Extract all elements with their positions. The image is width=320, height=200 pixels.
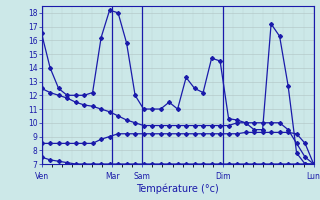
- X-axis label: Température (°c): Température (°c): [136, 183, 219, 194]
